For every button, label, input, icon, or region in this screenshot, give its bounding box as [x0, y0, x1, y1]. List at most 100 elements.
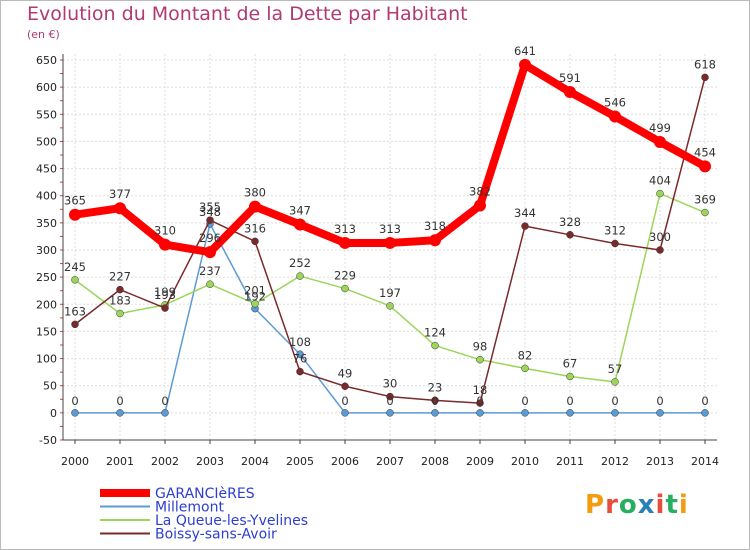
data-point [294, 218, 306, 231]
data-label: 67 [563, 356, 578, 370]
data-label: 57 [608, 362, 623, 376]
data-point [341, 382, 349, 391]
data-label: 193 [154, 288, 176, 302]
data-label: 296 [199, 231, 221, 245]
data-label: 23 [428, 380, 443, 394]
data-label: 0 [656, 394, 663, 408]
data-label: 124 [424, 326, 446, 340]
data-point [114, 202, 126, 215]
data-label: 0 [476, 394, 483, 408]
data-point [656, 189, 664, 198]
data-point [611, 239, 619, 248]
data-label: 313 [379, 222, 401, 236]
chart-subtitle: (en €) [27, 28, 60, 41]
data-label: 201 [244, 284, 266, 298]
data-label: 0 [521, 394, 528, 408]
data-label: 30 [383, 377, 398, 391]
data-point [251, 237, 259, 246]
data-point [71, 276, 79, 284]
data-point [566, 231, 574, 239]
data-point [159, 238, 171, 251]
data-label: 0 [116, 394, 123, 408]
legend-label: Boissy-sans-Avoir [155, 527, 277, 543]
data-label: 245 [64, 260, 86, 274]
y-tick-label: 400 [36, 190, 57, 203]
y-tick-label: 200 [36, 298, 57, 311]
data-point [431, 341, 439, 350]
data-label: 82 [518, 348, 533, 362]
data-point [386, 409, 394, 417]
data-point [296, 272, 304, 280]
data-point [519, 58, 531, 71]
x-tick-label: 2012 [601, 455, 629, 468]
data-label: 227 [109, 270, 131, 284]
data-point [206, 216, 214, 224]
logo-letter: o [618, 490, 638, 520]
data-label: 377 [109, 187, 131, 201]
data-point [476, 399, 484, 407]
y-tick-label: 500 [36, 135, 57, 148]
data-label: 183 [109, 294, 131, 308]
data-label: 0 [611, 394, 618, 408]
data-label: 348 [199, 205, 221, 219]
data-label: 641 [514, 44, 536, 58]
data-point [701, 208, 709, 217]
logo-letter: x [637, 490, 656, 520]
legend-label: GARANCIèRES [155, 486, 255, 502]
data-label: 318 [424, 219, 446, 233]
data-label: 618 [694, 57, 716, 71]
data-point [341, 284, 349, 293]
data-point [251, 299, 259, 308]
data-label: 237 [199, 264, 221, 278]
data-label: 355 [199, 200, 221, 214]
data-point [521, 222, 529, 230]
data-point [116, 285, 124, 294]
x-tick-label: 2005 [286, 455, 314, 468]
y-tick-label: 50 [43, 380, 57, 393]
data-point [566, 409, 574, 417]
data-label: 229 [334, 269, 356, 283]
x-tick-label: 2006 [331, 455, 359, 468]
y-tick-label: 300 [36, 244, 57, 257]
data-label: 344 [514, 206, 536, 220]
y-tick-label: -50 [39, 434, 57, 447]
data-point [386, 302, 394, 310]
data-point [611, 378, 619, 386]
data-point [701, 73, 709, 82]
data-label: 49 [338, 366, 353, 380]
data-point [206, 280, 214, 288]
data-point [161, 304, 169, 312]
data-label: 0 [71, 394, 78, 408]
x-tick-label: 2003 [196, 455, 224, 468]
data-label: 312 [604, 223, 626, 237]
data-point [69, 208, 81, 221]
data-point [116, 309, 124, 318]
data-point [116, 409, 124, 417]
x-tick-label: 2010 [511, 455, 539, 468]
data-point [476, 355, 484, 364]
data-label: 313 [334, 222, 356, 236]
chart-title: Evolution du Montant de la Dette par Hab… [27, 3, 468, 25]
data-label: 98 [473, 340, 488, 354]
data-label: 382 [469, 184, 491, 198]
data-point [386, 392, 394, 401]
data-point [611, 409, 619, 417]
data-point [564, 86, 576, 99]
x-tick-label: 2014 [691, 455, 719, 468]
x-tick-label: 2001 [106, 455, 134, 468]
data-label: 0 [386, 394, 393, 408]
logo-letter: i [655, 490, 666, 520]
data-point [249, 200, 261, 213]
proxiti-logo: Proxiti [585, 490, 689, 520]
data-label: 454 [694, 145, 716, 159]
x-tick-label: 2000 [61, 455, 89, 468]
data-label: 0 [341, 394, 348, 408]
data-label: 197 [379, 286, 401, 300]
legend-label: Millemont [155, 500, 224, 516]
data-label: 0 [701, 394, 708, 408]
data-point [384, 236, 396, 249]
data-point [476, 409, 484, 417]
data-label: 404 [649, 174, 671, 188]
y-tick-label: 450 [36, 163, 57, 176]
data-point [296, 350, 304, 358]
